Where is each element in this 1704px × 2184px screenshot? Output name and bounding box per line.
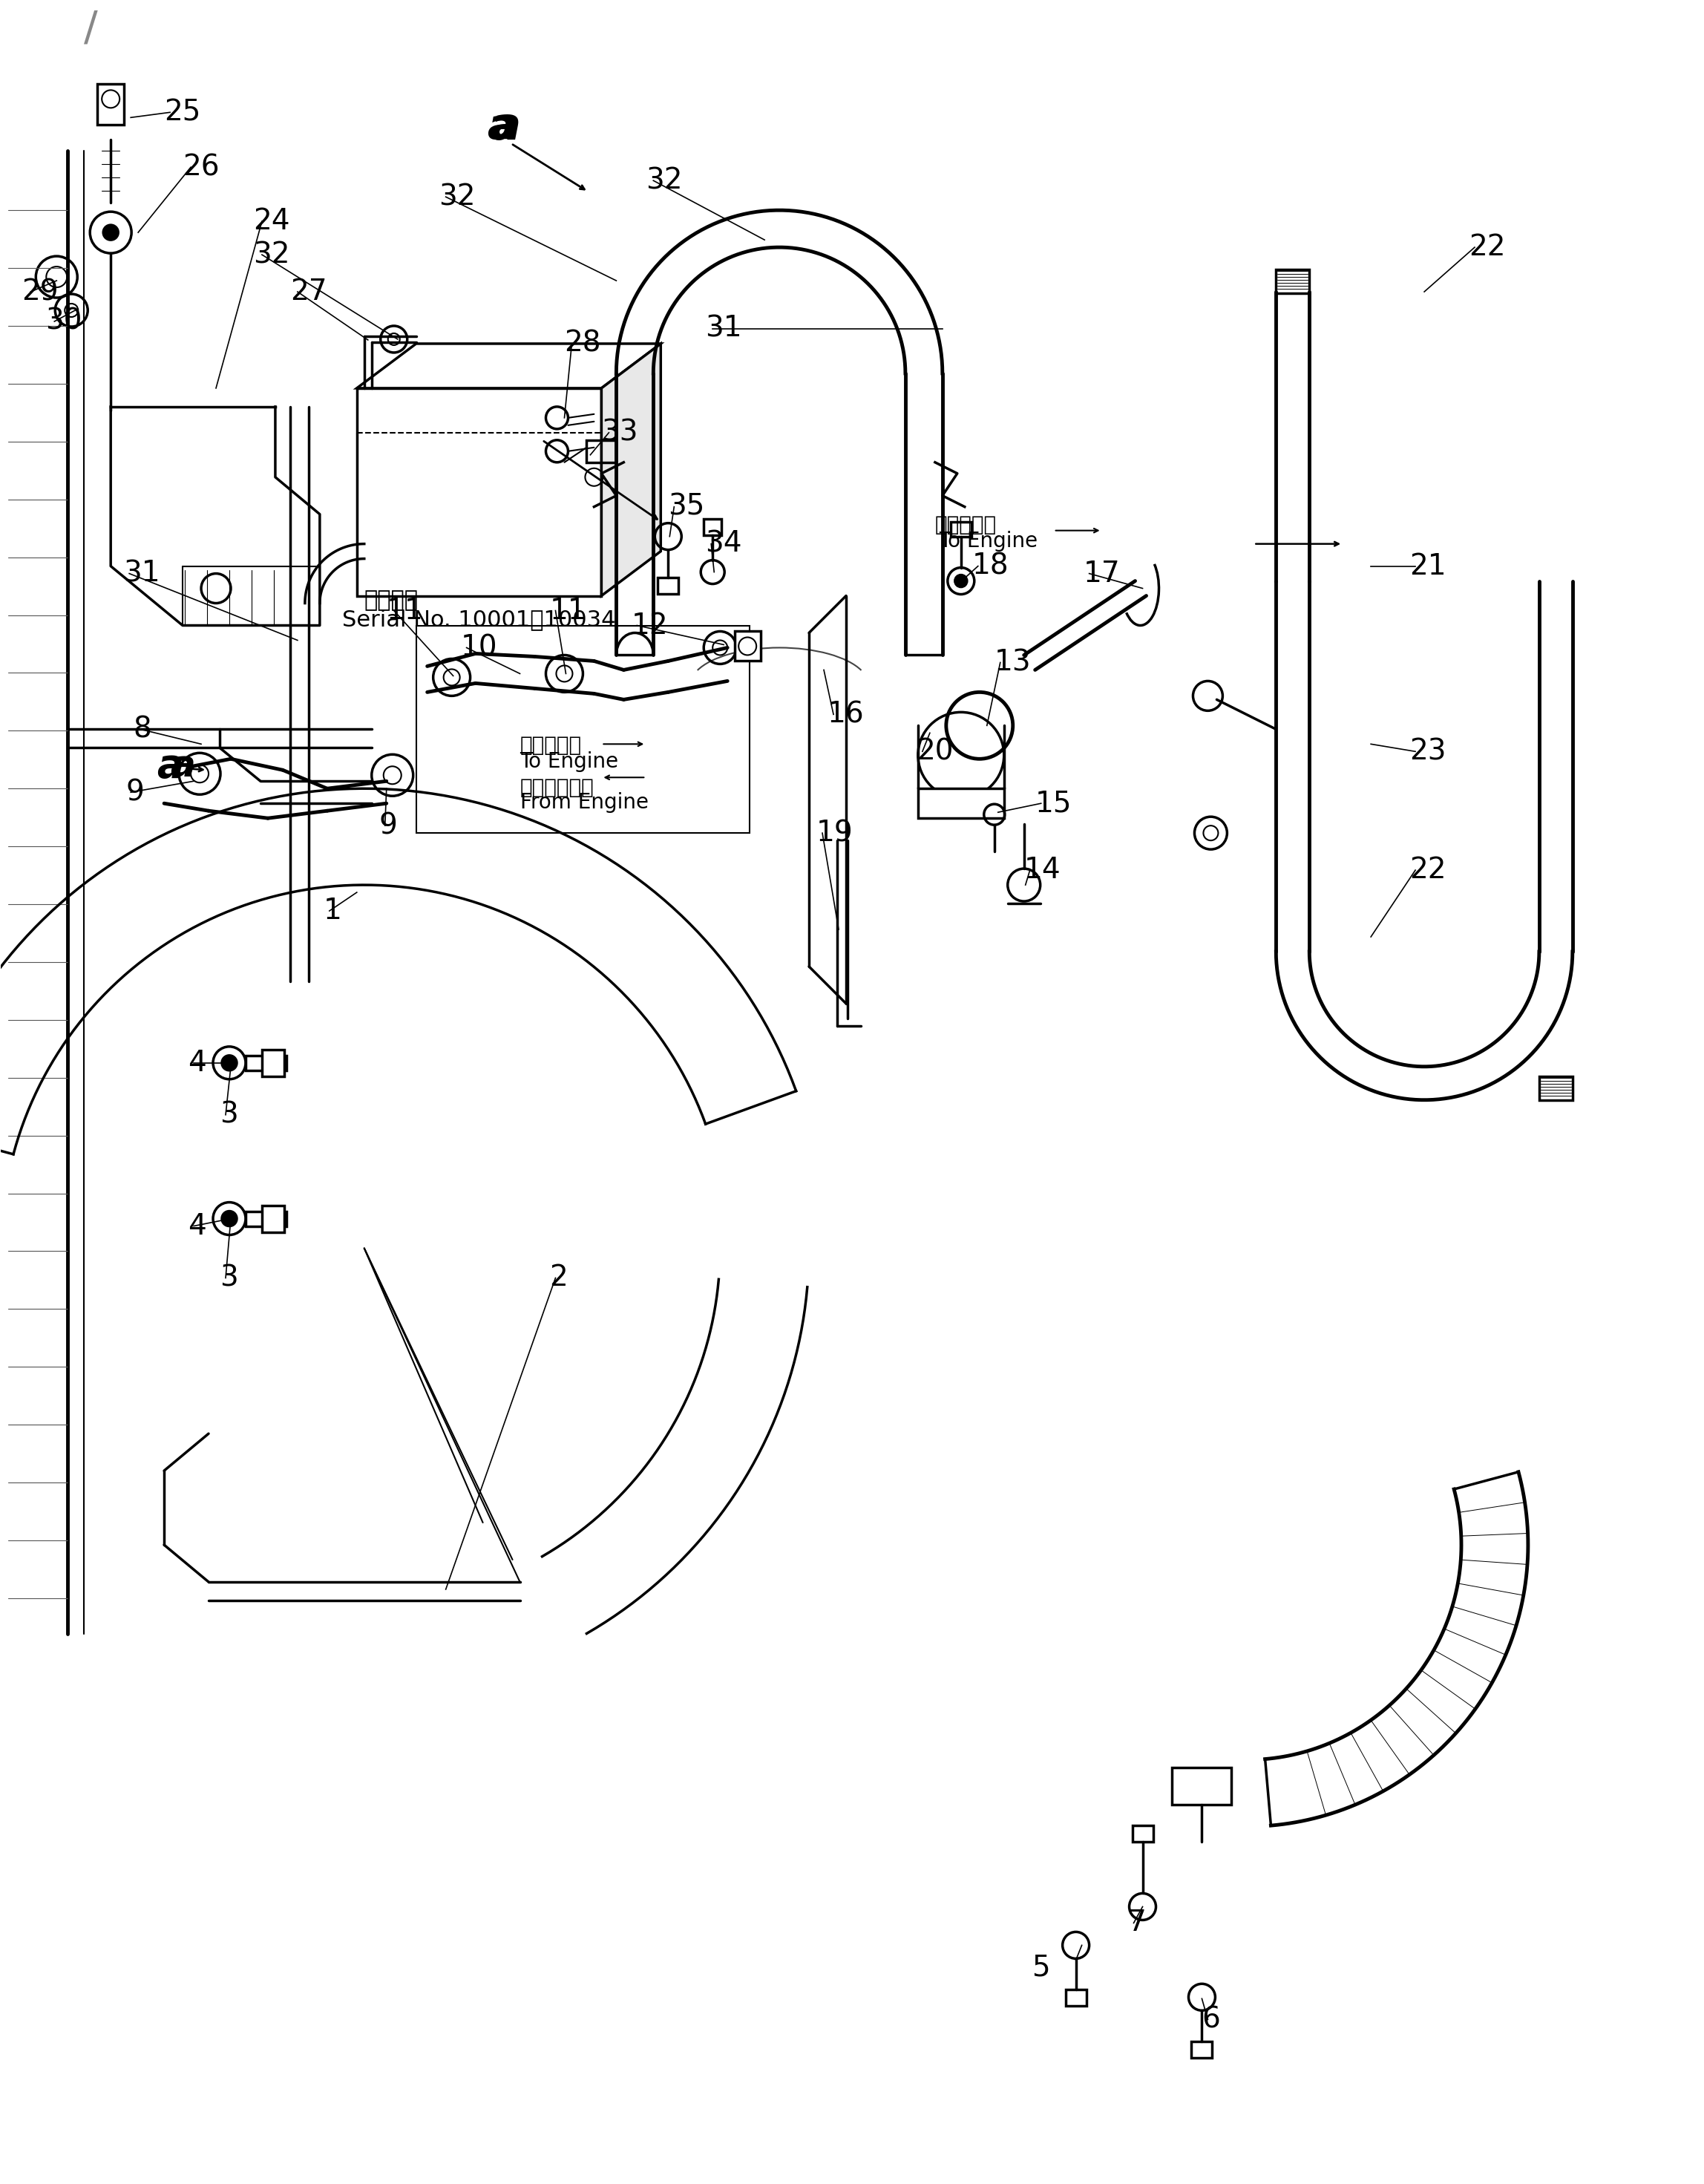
Text: 12: 12 [630, 612, 668, 640]
Text: 31: 31 [123, 559, 160, 587]
Bar [97, 85, 124, 124]
Text: 27: 27 [290, 277, 327, 306]
Bar [1191, 2042, 1212, 2057]
Text: a: a [491, 105, 521, 149]
Text: 35: 35 [668, 494, 705, 522]
Text: 適用号機: 適用号機 [365, 590, 419, 612]
Text: 11: 11 [550, 596, 586, 625]
Text: 30: 30 [46, 308, 82, 336]
Bar [1539, 1077, 1573, 1101]
Text: エンジンへ: エンジンへ [520, 736, 581, 756]
Text: 16: 16 [828, 701, 864, 729]
Text: 9: 9 [126, 778, 145, 806]
Text: 32: 32 [254, 240, 290, 269]
Circle shape [222, 1212, 237, 1225]
Text: 3: 3 [220, 1101, 239, 1129]
Text: 33: 33 [602, 419, 639, 448]
Bar [1276, 269, 1309, 293]
Text: エンジンから: エンジンから [520, 778, 595, 797]
Bar [245, 1212, 286, 1225]
Text: 32: 32 [438, 183, 475, 212]
Text: To Engine: To Engine [939, 531, 1038, 550]
Text: 3: 3 [220, 1265, 239, 1293]
Text: 19: 19 [816, 819, 854, 847]
Text: 22: 22 [1469, 234, 1505, 262]
Text: 32: 32 [646, 166, 683, 194]
Text: 14: 14 [1024, 856, 1062, 885]
Bar [262, 1206, 285, 1232]
Bar [658, 577, 678, 594]
Polygon shape [356, 343, 661, 389]
Bar [586, 439, 617, 463]
Text: To Engine: To Engine [520, 751, 619, 773]
Text: 1: 1 [324, 898, 343, 926]
Bar [1065, 1990, 1085, 2007]
Text: 25: 25 [164, 98, 201, 127]
Bar [734, 631, 760, 662]
Text: 8: 8 [133, 714, 152, 743]
Bar [704, 518, 721, 535]
Bar [245, 1055, 286, 1070]
Bar [356, 389, 602, 596]
Bar [918, 788, 1004, 819]
Text: 31: 31 [705, 314, 741, 343]
Text: 11: 11 [387, 596, 423, 625]
Text: 34: 34 [705, 531, 741, 557]
Text: 2: 2 [550, 1265, 567, 1293]
Text: 13: 13 [995, 649, 1031, 677]
Text: 24: 24 [254, 207, 290, 236]
Text: 17: 17 [1084, 559, 1120, 587]
Bar [1131, 1826, 1154, 1841]
Text: 9: 9 [378, 812, 397, 839]
Circle shape [104, 225, 118, 240]
Text: 15: 15 [1034, 788, 1072, 817]
Text: 18: 18 [971, 553, 1009, 581]
Text: 22: 22 [1409, 856, 1447, 885]
Text: Serial No. 10001～10034: Serial No. 10001～10034 [343, 609, 615, 631]
Text: /: / [83, 9, 97, 48]
Text: a: a [170, 749, 194, 784]
Bar [1172, 1767, 1232, 1804]
Text: From Engine: From Engine [520, 793, 648, 812]
Text: a: a [157, 747, 184, 786]
Text: 26: 26 [182, 153, 220, 181]
Text: 28: 28 [564, 330, 602, 358]
Polygon shape [602, 343, 661, 596]
Text: 23: 23 [1409, 738, 1447, 767]
Text: 4: 4 [187, 1212, 206, 1241]
Text: a: a [487, 107, 515, 146]
Bar [951, 522, 971, 537]
Circle shape [954, 574, 966, 587]
Text: 29: 29 [22, 277, 58, 306]
Text: 10: 10 [460, 633, 498, 662]
Circle shape [222, 1055, 237, 1070]
Bar [416, 625, 750, 832]
Text: 4: 4 [187, 1048, 206, 1077]
Text: 6: 6 [1201, 2005, 1220, 2033]
Text: 21: 21 [1409, 553, 1447, 581]
Text: 5: 5 [1031, 1952, 1050, 1981]
Text: 20: 20 [917, 738, 953, 767]
Text: 7: 7 [1128, 1909, 1147, 1937]
Bar [262, 1051, 285, 1077]
Text: エンジンへ: エンジンへ [935, 513, 997, 535]
